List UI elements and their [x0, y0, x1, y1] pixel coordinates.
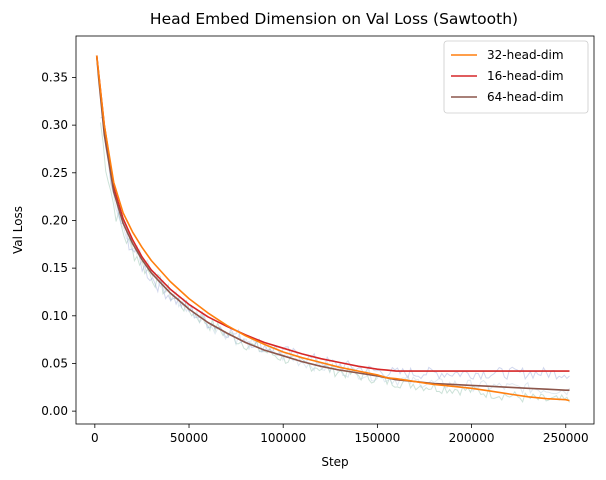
plot-frame — [75, 35, 595, 425]
x-tick-label: 200000 — [449, 431, 495, 445]
legend-label: 64-head-dim — [487, 90, 564, 104]
y-tick-label: 0.25 — [41, 166, 68, 180]
y-tick-label: 0.05 — [41, 356, 68, 370]
y-tick-label: 0.00 — [41, 404, 68, 418]
legend: 32-head-dim 16-head-dim 64-head-dim — [443, 40, 589, 114]
raw-trace — [100, 122, 570, 404]
legend-label: 32-head-dim — [487, 48, 564, 62]
x-axis-label: Step — [321, 455, 348, 469]
y-tick-label: 0.35 — [41, 70, 68, 84]
series-layer — [95, 55, 570, 402]
series-line — [95, 55, 570, 391]
y-tick-label: 0.20 — [41, 213, 68, 227]
series-line — [95, 55, 570, 402]
y-tick-label: 0.30 — [41, 118, 68, 132]
x-tick-label: 150000 — [354, 431, 400, 445]
y-tick-label: 0.15 — [41, 261, 68, 275]
y-axis: 0.00 0.05 0.10 0.15 0.20 0.25 0.30 0.35 — [41, 70, 76, 418]
legend-box — [443, 40, 589, 114]
y-axis-label: Val Loss — [11, 206, 25, 254]
x-tick-label: 100000 — [260, 431, 306, 445]
legend-label: 16-head-dim — [487, 69, 564, 83]
x-tick-label: 50000 — [170, 431, 208, 445]
series-line — [95, 55, 570, 372]
x-tick-label: 0 — [91, 431, 99, 445]
x-axis: 0 50000 100000 150000 200000 250000 — [91, 424, 589, 445]
y-tick-label: 0.10 — [41, 309, 68, 323]
chart-title: Head Embed Dimension on Val Loss (Sawtoo… — [150, 10, 518, 28]
x-tick-label: 250000 — [543, 431, 589, 445]
raw-trace — [100, 96, 570, 396]
